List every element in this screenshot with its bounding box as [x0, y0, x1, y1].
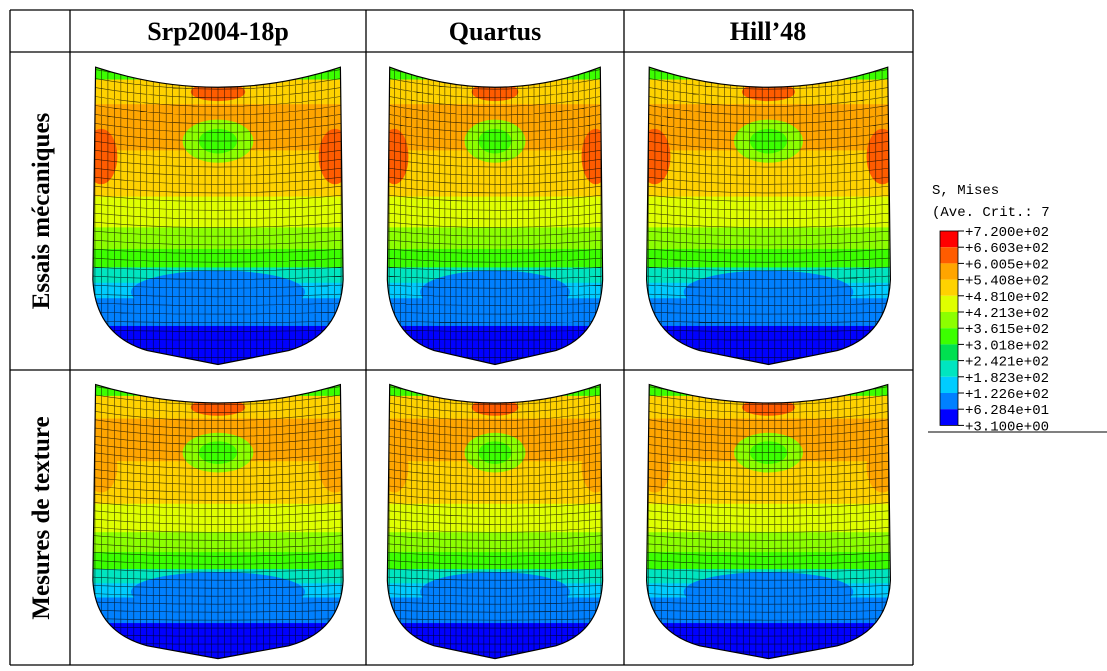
legend-swatch — [940, 279, 958, 296]
legend-label: +1.823e+02 — [965, 371, 1049, 387]
legend-label: +4.213e+02 — [965, 306, 1049, 322]
row-header: Essais mécaniques — [28, 112, 55, 309]
row-header: Mesures de texture — [28, 416, 55, 619]
legend-label: +3.615e+02 — [965, 322, 1049, 338]
legend-swatch — [940, 231, 958, 248]
legend-label: +2.421e+02 — [965, 355, 1049, 371]
table-grid — [9, 9, 914, 666]
cup-outline — [92, 383, 344, 660]
simulation-images — [92, 66, 892, 660]
legend-label: +1.226e+02 — [965, 387, 1049, 403]
legend-swatch — [940, 360, 958, 377]
legend-swatch — [940, 263, 958, 280]
simulation-image — [92, 384, 344, 659]
legend-label: +6.603e+02 — [965, 241, 1049, 257]
legend-label: +3.100e+00 — [965, 419, 1049, 435]
column-header: Hill’48 — [730, 17, 807, 46]
cup-outline — [645, 383, 892, 660]
legend-swatch — [940, 247, 958, 264]
legend-label: +7.200e+02 — [965, 225, 1049, 241]
legend-label: +4.810e+02 — [965, 290, 1049, 306]
simulation-image — [646, 67, 891, 365]
legend-label: +3.018e+02 — [965, 338, 1049, 354]
simulation-image — [387, 384, 603, 659]
legend-border — [939, 230, 959, 426]
legend-subtitle: (Ave. Crit.: 7 — [932, 205, 1050, 221]
column-header: Quartus — [449, 17, 541, 46]
simulation-image — [387, 67, 603, 365]
cup-outline — [386, 383, 604, 660]
cup-outline — [645, 66, 892, 366]
legend-swatch — [940, 393, 958, 410]
legend-label: +6.005e+02 — [965, 257, 1049, 273]
cup-outline — [92, 66, 344, 366]
legend-label: +6.284e+01 — [965, 403, 1049, 419]
legend-title: S, Mises — [932, 183, 999, 199]
legend-swatch — [940, 328, 958, 345]
legend: S, Mises (Ave. Crit.: 7 +7.200e+02+6.603… — [928, 183, 1107, 435]
legend-swatch — [940, 295, 958, 312]
column-header: Srp2004-18p — [147, 17, 289, 46]
legend-swatch — [940, 344, 958, 361]
simulation-image — [92, 67, 344, 365]
legend-swatch — [940, 376, 958, 393]
legend-swatch — [940, 312, 958, 329]
simulation-image — [646, 384, 891, 659]
cup-outline — [386, 66, 604, 366]
legend-swatch — [940, 409, 958, 426]
legend-label: +5.408e+02 — [965, 274, 1049, 290]
